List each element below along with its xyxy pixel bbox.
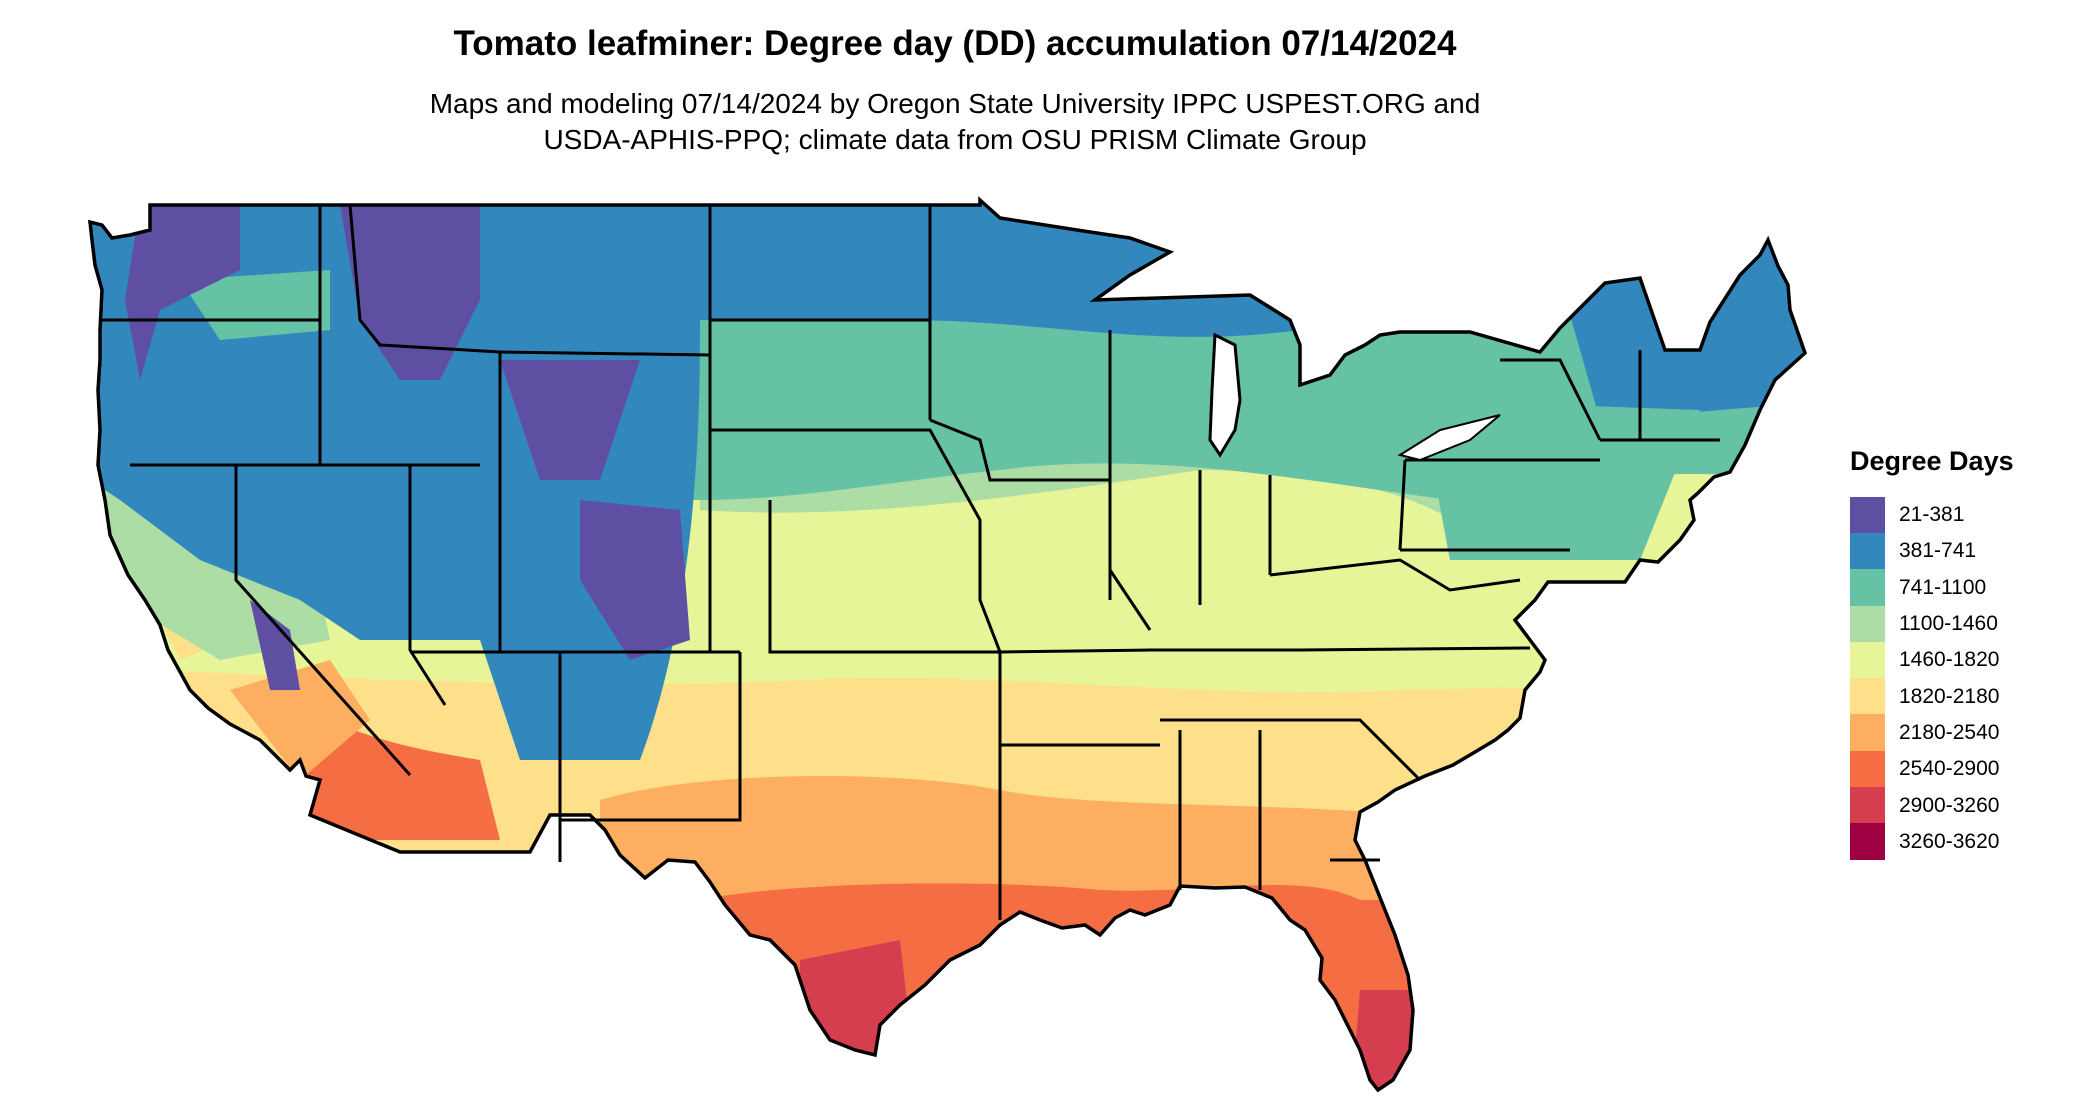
legend-label: 1820-2180 (1899, 684, 2000, 708)
legend-title: Degree Days (1850, 446, 2014, 476)
zone-21-381-rockies (340, 205, 480, 380)
lake-michigan (1208, 332, 1242, 458)
legend-item: 2900-3260 (1850, 787, 2014, 825)
map-subtitle: Maps and modeling 07/14/2024 by Oregon S… (0, 86, 1910, 158)
legend-item: 21-381 (1850, 496, 2014, 534)
legend-label: 2900-3260 (1899, 793, 2000, 817)
lake-erie (1397, 414, 1501, 462)
legend-swatch (1850, 678, 1885, 716)
zone-2900-3260-tx (800, 940, 920, 1090)
legend-item: 1820-2180 (1850, 678, 2014, 716)
legend-label: 381-741 (1899, 539, 1977, 563)
legend-label: 2180-2540 (1899, 720, 2000, 744)
legend-item: 381-741 (1850, 532, 2014, 570)
legend-swatch (1850, 605, 1885, 643)
zone-21-381-wy (500, 360, 640, 480)
zone-741-1100-ga-ridge (180, 270, 330, 340)
degree-day-raster (90, 200, 1805, 1090)
us-degree-day-map (88, 198, 1807, 1092)
legend-item: 2180-2540 (1850, 714, 2014, 752)
legend-swatch (1850, 532, 1885, 570)
legend-swatch (1850, 823, 1885, 861)
legend-label: 21-381 (1899, 503, 1965, 527)
zone-21-381-co (580, 500, 690, 660)
legend-item: 2540-2900 (1850, 750, 2014, 788)
legend-label: 1460-1820 (1899, 648, 2000, 672)
legend-swatch (1850, 787, 1885, 825)
legend-swatch (1850, 641, 1885, 679)
legend: Degree Days 21-381 381-741 741-1100 1100-14… (1850, 446, 2014, 861)
subtitle-line-2: USDA-APHIS-PPQ; climate data from OSU PR… (543, 124, 1367, 155)
legend-item: 741-1100 (1850, 569, 2014, 607)
legend-item: 1460-1820 (1850, 641, 2014, 679)
legend-item: 1100-1460 (1850, 605, 2014, 643)
legend-items: 21-381 381-741 741-1100 1100-1460 1460-1820 1… (1850, 496, 2014, 861)
subtitle-line-1: Maps and modeling 07/14/2024 by Oregon S… (429, 88, 1481, 119)
legend-swatch (1850, 496, 1885, 534)
legend-swatch (1850, 569, 1885, 607)
legend-label: 3260-3620 (1899, 829, 2000, 853)
legend-item: 3260-3620 (1850, 823, 2014, 861)
legend-label: 2540-2900 (1899, 757, 2000, 781)
zone-21-381-cascades (125, 205, 240, 380)
state-borders (100, 204, 1720, 920)
legend-swatch (1850, 750, 1885, 788)
zone-21-381-sierra (250, 600, 300, 690)
map-title: Tomato leafminer: Degree day (DD) accumu… (453, 24, 1457, 63)
legend-swatch (1850, 714, 1885, 752)
legend-label: 741-1100 (1899, 575, 1987, 599)
legend-label: 1100-1460 (1899, 612, 1998, 636)
